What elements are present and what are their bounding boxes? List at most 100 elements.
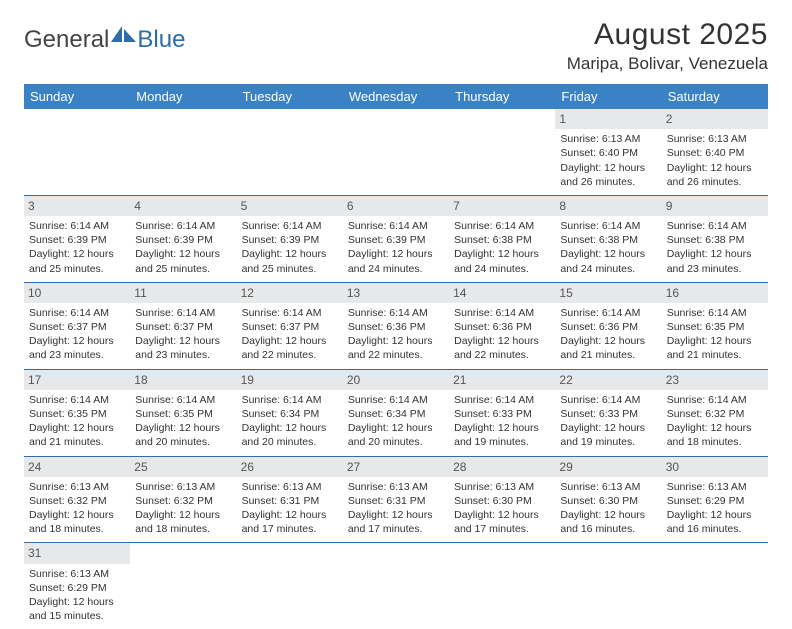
sunset-text: Sunset: 6:38 PM (454, 233, 550, 247)
daylight-text: and 17 minutes. (348, 522, 444, 536)
daylight-text: Daylight: 12 hours (667, 508, 763, 522)
sunset-text: Sunset: 6:40 PM (560, 146, 656, 160)
sunrise-text: Sunrise: 6:14 AM (348, 393, 444, 407)
day-number: 24 (24, 457, 130, 477)
calendar-cell: 1Sunrise: 6:13 AMSunset: 6:40 PMDaylight… (555, 109, 661, 195)
sunset-text: Sunset: 6:36 PM (348, 320, 444, 334)
daylight-text: Daylight: 12 hours (29, 334, 125, 348)
calendar-cell: 17Sunrise: 6:14 AMSunset: 6:35 PMDayligh… (24, 369, 130, 456)
daylight-text: and 17 minutes. (454, 522, 550, 536)
calendar-week-row: 17Sunrise: 6:14 AMSunset: 6:35 PMDayligh… (24, 369, 768, 456)
sunset-text: Sunset: 6:32 PM (135, 494, 231, 508)
sunrise-text: Sunrise: 6:14 AM (667, 393, 763, 407)
calendar-cell: 6Sunrise: 6:14 AMSunset: 6:39 PMDaylight… (343, 195, 449, 282)
daylight-text: Daylight: 12 hours (667, 421, 763, 435)
weekday-header-row: Sunday Monday Tuesday Wednesday Thursday… (24, 84, 768, 109)
sunset-text: Sunset: 6:35 PM (135, 407, 231, 421)
daylight-text: Daylight: 12 hours (667, 334, 763, 348)
sunset-text: Sunset: 6:33 PM (454, 407, 550, 421)
daylight-text: Daylight: 12 hours (454, 421, 550, 435)
sunset-text: Sunset: 6:36 PM (454, 320, 550, 334)
sunrise-text: Sunrise: 6:14 AM (667, 306, 763, 320)
sunset-text: Sunset: 6:29 PM (29, 581, 125, 595)
logo-text-2: Blue (137, 26, 185, 54)
sunset-text: Sunset: 6:31 PM (242, 494, 338, 508)
calendar-cell: 9 Sunrise: 6:14 AMSunset: 6:38 PMDaylight… (662, 195, 768, 282)
sunset-text: Sunset: 6:35 PM (29, 407, 125, 421)
daylight-text: and 20 minutes. (242, 435, 338, 449)
logo: General Blue (24, 26, 185, 54)
sunset-text: Sunset: 6:37 PM (135, 320, 231, 334)
weekday-header: Thursday (449, 84, 555, 109)
calendar-cell: 14Sunrise: 6:14 AMSunset: 6:36 PMDayligh… (449, 282, 555, 369)
sunrise-text: Sunrise: 6:14 AM (135, 393, 231, 407)
daylight-text: Daylight: 12 hours (135, 508, 231, 522)
weekday-header: Sunday (24, 84, 130, 109)
day-number: 2 (662, 109, 768, 129)
calendar-cell (449, 543, 555, 629)
calendar-cell (449, 109, 555, 195)
calendar-week-row: 3Sunrise: 6:14 AMSunset: 6:39 PMDaylight… (24, 195, 768, 282)
daylight-text: and 23 minutes. (667, 262, 763, 276)
sunset-text: Sunset: 6:35 PM (667, 320, 763, 334)
daylight-text: and 20 minutes. (348, 435, 444, 449)
daylight-text: and 18 minutes. (29, 522, 125, 536)
month-title: August 2025 (567, 18, 768, 52)
daylight-text: and 22 minutes. (242, 348, 338, 362)
sunrise-text: Sunrise: 6:13 AM (242, 480, 338, 494)
sunrise-text: Sunrise: 6:14 AM (667, 219, 763, 233)
sunrise-text: Sunrise: 6:14 AM (560, 393, 656, 407)
sunrise-text: Sunrise: 6:14 AM (454, 219, 550, 233)
day-number: 14 (449, 283, 555, 303)
calendar-cell: 25Sunrise: 6:13 AMSunset: 6:32 PMDayligh… (130, 456, 236, 543)
calendar-cell: 20Sunrise: 6:14 AMSunset: 6:34 PMDayligh… (343, 369, 449, 456)
day-number: 17 (24, 370, 130, 390)
calendar-week-row: 24Sunrise: 6:13 AMSunset: 6:32 PMDayligh… (24, 456, 768, 543)
calendar-cell (343, 109, 449, 195)
calendar-cell: 30Sunrise: 6:13 AMSunset: 6:29 PMDayligh… (662, 456, 768, 543)
daylight-text: and 26 minutes. (667, 175, 763, 189)
day-number: 21 (449, 370, 555, 390)
daylight-text: and 20 minutes. (135, 435, 231, 449)
daylight-text: Daylight: 12 hours (667, 247, 763, 261)
sunrise-text: Sunrise: 6:13 AM (560, 480, 656, 494)
calendar-cell: 22Sunrise: 6:14 AMSunset: 6:33 PMDayligh… (555, 369, 661, 456)
day-number: 30 (662, 457, 768, 477)
calendar-cell: 27Sunrise: 6:13 AMSunset: 6:31 PMDayligh… (343, 456, 449, 543)
calendar-cell (130, 109, 236, 195)
calendar-cell: 5Sunrise: 6:14 AMSunset: 6:39 PMDaylight… (237, 195, 343, 282)
weekday-header: Monday (130, 84, 236, 109)
sunrise-text: Sunrise: 6:13 AM (454, 480, 550, 494)
calendar-cell (343, 543, 449, 629)
sunrise-text: Sunrise: 6:14 AM (560, 306, 656, 320)
day-number: 8 (555, 196, 661, 216)
calendar-week-row: 1Sunrise: 6:13 AMSunset: 6:40 PMDaylight… (24, 109, 768, 195)
day-number: 9 (662, 196, 768, 216)
sunrise-text: Sunrise: 6:14 AM (135, 306, 231, 320)
day-number: 6 (343, 196, 449, 216)
sunrise-text: Sunrise: 6:14 AM (29, 306, 125, 320)
day-number: 29 (555, 457, 661, 477)
day-number: 13 (343, 283, 449, 303)
calendar-cell: 13Sunrise: 6:14 AMSunset: 6:36 PMDayligh… (343, 282, 449, 369)
calendar-cell (237, 109, 343, 195)
sunrise-text: Sunrise: 6:14 AM (242, 393, 338, 407)
daylight-text: and 23 minutes. (135, 348, 231, 362)
daylight-text: Daylight: 12 hours (242, 421, 338, 435)
calendar-cell: 11Sunrise: 6:14 AMSunset: 6:37 PMDayligh… (130, 282, 236, 369)
sunrise-text: Sunrise: 6:13 AM (560, 132, 656, 146)
sunset-text: Sunset: 6:30 PM (454, 494, 550, 508)
day-number: 25 (130, 457, 236, 477)
sunrise-text: Sunrise: 6:14 AM (242, 219, 338, 233)
daylight-text: Daylight: 12 hours (135, 421, 231, 435)
calendar-cell: 18Sunrise: 6:14 AMSunset: 6:35 PMDayligh… (130, 369, 236, 456)
weekday-header: Tuesday (237, 84, 343, 109)
day-number: 31 (24, 543, 130, 563)
calendar-cell (662, 543, 768, 629)
daylight-text: Daylight: 12 hours (135, 247, 231, 261)
day-number: 16 (662, 283, 768, 303)
sunrise-text: Sunrise: 6:13 AM (667, 132, 763, 146)
daylight-text: and 15 minutes. (29, 609, 125, 623)
sunset-text: Sunset: 6:38 PM (667, 233, 763, 247)
calendar-week-row: 10Sunrise: 6:14 AMSunset: 6:37 PMDayligh… (24, 282, 768, 369)
